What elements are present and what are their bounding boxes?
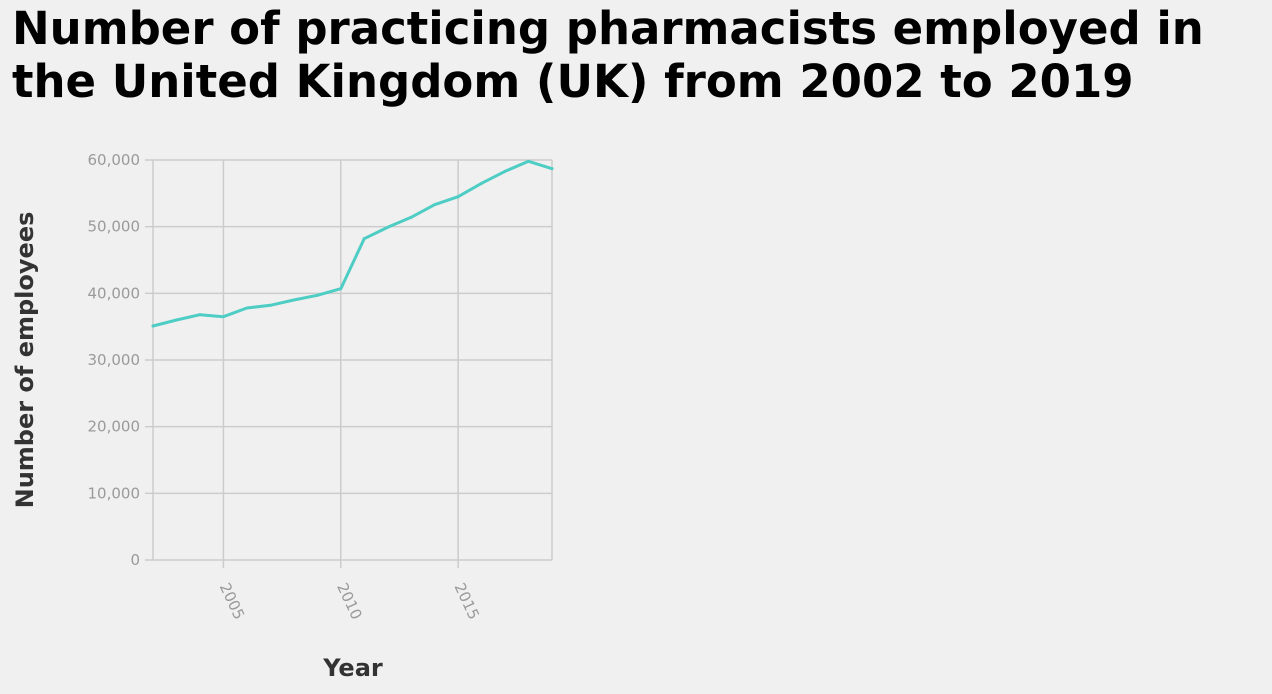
series-layer	[151, 159, 554, 328]
series-line	[151, 159, 554, 328]
y-tick-label: 10,000	[88, 484, 141, 502]
data-point	[433, 203, 437, 207]
x-tick-label: 2010	[333, 580, 365, 622]
y-tick-label: 20,000	[88, 418, 141, 436]
y-axis-label: Number of employees	[11, 212, 39, 509]
data-point	[362, 237, 366, 241]
data-point	[339, 287, 343, 291]
data-point	[456, 195, 460, 199]
data-point	[174, 318, 178, 322]
data-point	[386, 225, 390, 229]
y-tick-label: 60,000	[88, 151, 141, 169]
data-point	[151, 324, 155, 328]
y-axis-ticks: 0 10,000 20,000 30,000 40,000 50,000 60,000	[88, 151, 153, 569]
x-axis-ticks: 2005 2010 2015	[216, 560, 483, 622]
x-axis-label: Year	[322, 654, 383, 682]
data-point	[550, 167, 554, 171]
data-point	[480, 181, 484, 185]
y-tick-label: 50,000	[88, 218, 141, 236]
grid-lines	[152, 159, 553, 561]
y-tick-label: 0	[130, 551, 140, 569]
data-point	[503, 169, 507, 173]
data-point	[527, 159, 531, 163]
data-point	[268, 303, 272, 307]
y-tick-label: 30,000	[88, 351, 141, 369]
data-point	[409, 215, 413, 219]
data-point	[245, 306, 249, 310]
chart-title: Number of practicing pharmacists employe…	[12, 2, 1204, 108]
data-point	[198, 313, 202, 317]
x-tick-label: 2005	[216, 580, 248, 622]
y-tick-label: 40,000	[88, 284, 141, 302]
data-point	[292, 298, 296, 302]
data-point	[221, 315, 225, 319]
x-tick-label: 2015	[450, 580, 482, 622]
data-point	[315, 293, 319, 297]
